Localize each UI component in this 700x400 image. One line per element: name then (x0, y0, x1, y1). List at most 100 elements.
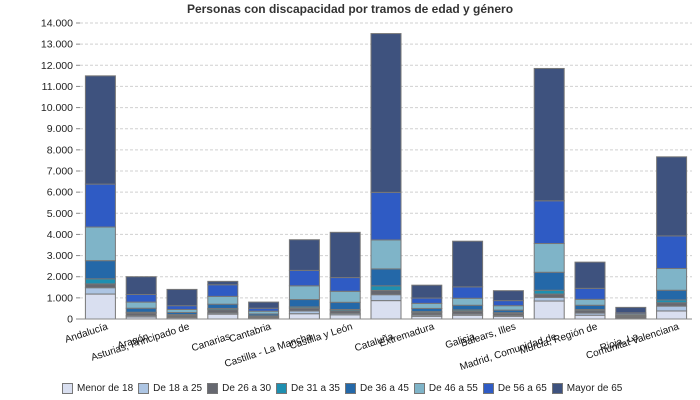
legend-label: De 18 a 25 (153, 383, 203, 394)
bar-segment (125, 307, 157, 313)
bar-segment (207, 313, 239, 320)
bar-segment (166, 305, 198, 310)
bar-segment (370, 300, 402, 320)
bar-stack (492, 290, 524, 320)
bar-segment (656, 305, 688, 312)
y-tick-label: 11.000 (42, 81, 73, 93)
bar-segment (533, 271, 565, 291)
bar-segment (329, 231, 361, 279)
bar-segment (288, 313, 320, 320)
bar-stack (370, 33, 402, 320)
legend-label: De 26 a 30 (222, 383, 272, 394)
y-tick-label: 4.000 (47, 229, 73, 241)
bar-stack (329, 231, 361, 320)
x-tick-label: Extremadura (378, 321, 436, 349)
y-axis: 0 1.000 2.000 3.000 4.000 5.000 6.000 7.000 8.00… (41, 18, 80, 326)
legend-item: Mayor de 65 (551, 383, 623, 394)
bar-segment (84, 278, 116, 285)
chart-title: Personas con discapacidad por tramos de … (186, 2, 514, 16)
bar-segment (370, 289, 402, 296)
bar-segment (288, 239, 320, 271)
bar-segment (84, 293, 116, 320)
bar-segment (656, 156, 688, 237)
bar-segment (656, 302, 688, 307)
legend-swatch (482, 383, 494, 394)
legend-item: De 36 a 45 (344, 383, 409, 394)
legend-item: De 31 a 35 (276, 383, 340, 394)
y-tick-label: 0 (67, 314, 73, 326)
legend-label: Menor de 18 (77, 383, 134, 394)
bar-segment (329, 314, 361, 320)
legend-swatch (62, 383, 73, 394)
bar-segment (207, 303, 239, 309)
legend: Menor de 18 De 18 a 25 De 26 a 30 De 31 a 3… (62, 383, 627, 397)
bar-segment (533, 293, 565, 298)
legend-label: Mayor de 65 (566, 383, 623, 394)
bar-segment (574, 287, 606, 300)
bar-segment (615, 306, 647, 314)
bar-stack (452, 240, 484, 320)
bar-segment (370, 294, 402, 302)
y-tick-label: 3.000 (47, 250, 73, 262)
bar-segment (207, 280, 239, 286)
bar-segment (492, 300, 524, 307)
bar-stack (533, 67, 565, 320)
bar-segment (370, 285, 402, 291)
bar-segment (574, 298, 606, 306)
bar-segment (370, 191, 402, 241)
y-tick-label: 7.000 (47, 166, 73, 178)
bar-segment (533, 300, 565, 320)
bars (84, 33, 688, 320)
bar-segment (574, 304, 606, 310)
y-tick-label: 14.000 (41, 18, 73, 30)
legend-label: De 31 a 35 (291, 383, 340, 394)
bar-segment (125, 293, 157, 303)
y-tick-label: 8.000 (47, 144, 73, 156)
bar-segment (533, 243, 565, 273)
legend-swatch (138, 383, 150, 394)
bar-stack (166, 288, 198, 320)
legend-item: Menor de 18 (62, 383, 133, 394)
bar-segment (125, 301, 157, 309)
y-tick-label: 5.000 (47, 208, 73, 220)
bar-stack (574, 261, 606, 320)
x-tick-label: Comunitat Valenciana (585, 321, 681, 362)
bar-segment (656, 310, 688, 320)
bar-segment (370, 268, 402, 287)
bar-segment (207, 295, 239, 305)
bar-segment (656, 289, 688, 301)
bar-segment (656, 235, 688, 269)
bar-segment (452, 304, 484, 311)
bar-segment (207, 284, 239, 297)
bar-segment (248, 301, 280, 309)
legend-label: De 36 a 45 (359, 383, 409, 394)
bar-stack (125, 276, 157, 320)
bar-segment (452, 297, 484, 306)
bar-segment (411, 284, 443, 299)
bar-segment (329, 290, 361, 303)
bar-segment (492, 290, 524, 302)
x-tick-label: Balears, Illes (459, 321, 517, 349)
bar-segment (370, 239, 402, 270)
bar-segment (411, 297, 443, 304)
bar-segment (84, 287, 116, 295)
legend-swatch (207, 383, 219, 394)
x-tick-label: Cantabria (228, 321, 273, 345)
bar-stack (207, 280, 239, 320)
legend-swatch (413, 383, 425, 394)
y-tick-label: 12.000 (41, 60, 73, 72)
y-tick-label: 2.000 (47, 271, 73, 283)
y-tick-label: 1.000 (47, 292, 73, 304)
bar-stack (656, 156, 688, 320)
bar-stack (411, 284, 443, 320)
bar-segment (84, 226, 116, 262)
bar-segment (411, 302, 443, 309)
legend-item: De 18 a 25 (138, 383, 202, 394)
x-tick-label: Canarias (190, 331, 231, 354)
bar-segment (452, 240, 484, 288)
bar-segment (370, 33, 402, 193)
bar-segment (492, 305, 524, 311)
legend-item: De 56 a 65 (482, 383, 547, 394)
